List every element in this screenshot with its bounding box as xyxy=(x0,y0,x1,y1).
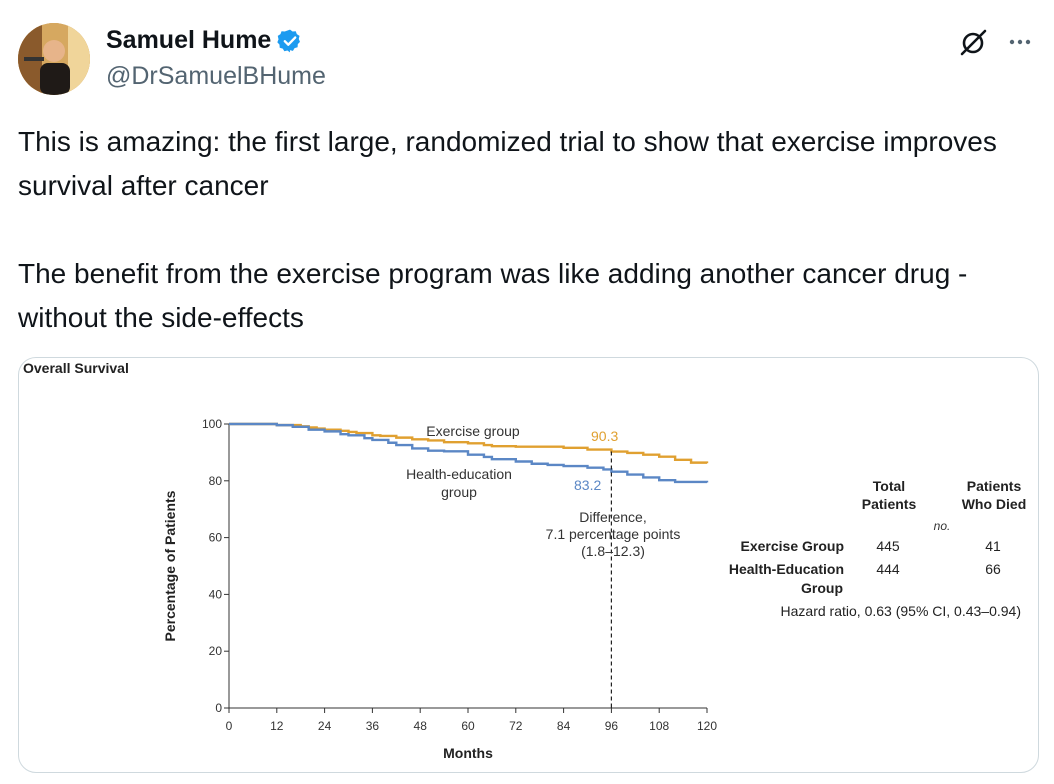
table-row-label: Health-Education xyxy=(729,561,844,577)
y-tick-label: 80 xyxy=(209,474,223,488)
avatar[interactable] xyxy=(18,23,90,95)
y-tick-label: 40 xyxy=(209,587,223,601)
avatar-image xyxy=(18,23,90,95)
x-tick-label: 60 xyxy=(461,719,475,733)
grok-icon xyxy=(960,29,987,56)
more-dots-icon xyxy=(1009,39,1031,45)
table-cell-died: 66 xyxy=(985,561,1001,577)
author-name-row: Samuel Hume xyxy=(106,26,303,55)
table-header-total-line1: Total xyxy=(873,478,905,494)
x-tick-label: 96 xyxy=(605,719,619,733)
table-row-label: Exercise Group xyxy=(741,538,845,554)
y-tick-label: 0 xyxy=(215,701,222,715)
health-value-label: 83.2 xyxy=(574,477,601,493)
x-tick-label: 84 xyxy=(557,719,571,733)
x-tick-label: 24 xyxy=(318,719,332,733)
difference-label-line1: Difference, xyxy=(579,509,646,525)
health-group-label-line2: group xyxy=(441,484,477,500)
tweet-media-chart[interactable]: Overall Survival 0 20 40 60 80 100 0 12 24 36 48 6… xyxy=(18,357,1039,773)
x-tick-label: 0 xyxy=(226,719,233,733)
author-name[interactable]: Samuel Hume xyxy=(106,26,272,54)
y-tick-label: 100 xyxy=(202,417,222,431)
x-tick-label: 108 xyxy=(649,719,669,733)
x-tick-label: 72 xyxy=(509,719,523,733)
table-header-total-line2: Patients xyxy=(862,496,917,512)
x-tick-label: 12 xyxy=(270,719,284,733)
table-header-died-line1: Patients xyxy=(967,478,1022,494)
y-axis-ticks: 0 20 40 60 80 100 xyxy=(202,417,229,715)
y-tick-label: 60 xyxy=(209,531,223,545)
y-tick-label: 20 xyxy=(209,644,223,658)
exercise-group-label: Exercise group xyxy=(426,423,520,439)
more-options-button[interactable] xyxy=(1004,26,1036,58)
results-table: Total Patients Patients Who Died no. Exe… xyxy=(729,478,1026,619)
x-tick-label: 120 xyxy=(697,719,717,733)
table-unit: no. xyxy=(934,519,951,533)
y-axis-label: Percentage of Patients xyxy=(162,490,178,641)
health-group-label-line1: Health-education xyxy=(406,466,512,482)
table-header-died-line2: Who Died xyxy=(962,496,1027,512)
difference-label-line2: 7.1 percentage points xyxy=(546,526,681,542)
x-axis-ticks: 0 12 24 36 48 60 72 84 96 108 120 xyxy=(226,708,717,733)
author-handle[interactable]: @DrSamuelBHume xyxy=(106,62,326,90)
x-tick-label: 48 xyxy=(414,719,428,733)
series-line-health-education xyxy=(229,422,709,484)
exercise-value-label: 90.3 xyxy=(591,428,618,444)
survival-chart: Overall Survival 0 20 40 60 80 100 0 12 24 36 48 6… xyxy=(23,360,1026,761)
table-row-label-line2: Group xyxy=(801,580,843,596)
hazard-ratio-text: Hazard ratio, 0.63 (95% CI, 0.43–0.94) xyxy=(781,603,1021,619)
difference-label-line3: (1.8–12.3) xyxy=(581,543,645,559)
table-cell-total: 444 xyxy=(876,561,900,577)
chart-title: Overall Survival xyxy=(23,360,129,376)
x-tick-label: 36 xyxy=(366,719,380,733)
x-axis-label: Months xyxy=(443,745,493,761)
grok-button[interactable] xyxy=(958,26,990,58)
table-cell-total: 445 xyxy=(876,538,900,554)
table-cell-died: 41 xyxy=(985,538,1001,554)
tweet-text: This is amazing: the first large, random… xyxy=(18,126,997,333)
verified-badge-icon xyxy=(277,29,301,52)
